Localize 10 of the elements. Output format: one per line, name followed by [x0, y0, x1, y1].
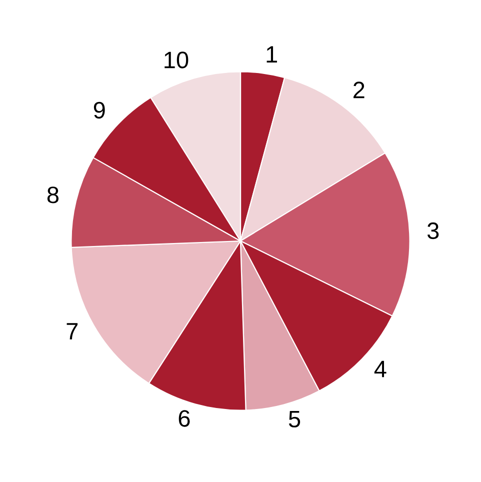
slice-label: 5 [288, 410, 300, 428]
slice-label: 3 [427, 222, 439, 240]
slice-label: 7 [66, 323, 78, 340]
slice-label: 10 [164, 52, 188, 68]
slice-label: 2 [354, 82, 364, 98]
slice-label: 9 [94, 102, 105, 119]
slice-label: 4 [374, 360, 386, 378]
slice-label: 1 [266, 46, 277, 62]
slice-label: 8 [47, 186, 59, 204]
slice-label: 6 [178, 410, 190, 427]
